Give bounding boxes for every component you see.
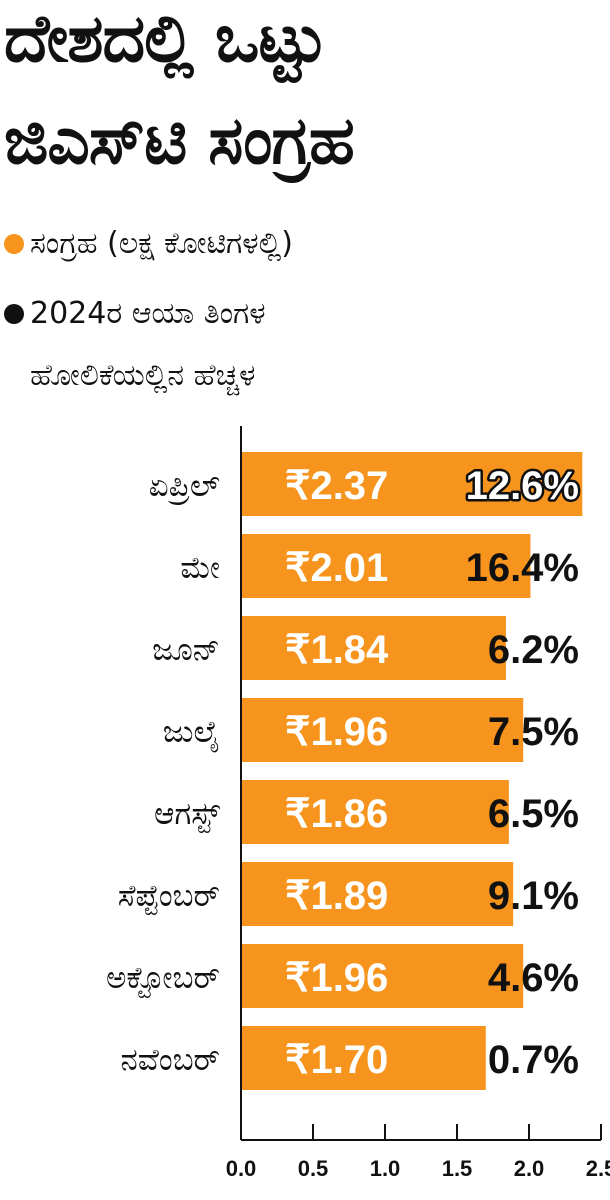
category-label-1: ಮೇ xyxy=(180,550,220,586)
growth-label-1: 16.4% xyxy=(466,546,579,590)
category-label-0: ಏಪ್ರಿಲ್ xyxy=(149,468,221,505)
growth-label-4: 6.5% xyxy=(488,792,579,836)
growth-label-3: 7.5% xyxy=(488,710,579,754)
black-dot-icon xyxy=(4,304,24,324)
value-label-5: ₹1.89 xyxy=(285,874,388,918)
growth-label-5: 9.1% xyxy=(488,874,579,918)
value-label-0: ₹2.37 xyxy=(285,464,388,508)
growth-label-0: 12.6% xyxy=(466,464,579,508)
category-label-7: ನವೆಂಬರ್ xyxy=(120,1042,220,1078)
x-tick-label-4: 2.0 xyxy=(514,1156,545,1181)
category-label-2: ಜೂನ್ xyxy=(152,632,220,668)
value-label-3: ₹1.96 xyxy=(285,710,388,754)
legend-item-collection: ಸಂಗ್ರಹ (ಲಕ್ಷ ಕೋಟಿಗಳಲ್ಲಿ) xyxy=(4,226,293,262)
legend-label-growth-line-2: ಹೋಲಿಕೆಯಲ್ಲಿನ ಹೆಚ್ಚಳ xyxy=(30,358,256,393)
category-label-4: ಆಗಸ್ಟ್ xyxy=(154,796,221,833)
bar-2 xyxy=(241,616,506,680)
x-tick-label-0: 0.0 xyxy=(226,1156,257,1181)
bar-4 xyxy=(241,780,509,844)
legend-item-growth: 2024ರ ಆಯಾ ತಿಂಗಳ xyxy=(4,296,266,332)
category-label-5: ಸೆಪ್ಟೆಂಬರ್ xyxy=(118,878,220,915)
bar-0 xyxy=(241,452,583,516)
bar-6 xyxy=(241,944,524,1008)
value-label-2: ₹1.84 xyxy=(285,628,389,672)
legend-label-growth-line-1: 2024ರ ಆಯಾ ತಿಂಗಳ xyxy=(30,296,266,331)
growth-label-6: 4.6% xyxy=(488,956,579,1000)
orange-dot-icon xyxy=(4,234,24,254)
chart-title-line-2: ಜಿಎಸ್‌ಟಿ ಸಂಗ್ರಹ xyxy=(4,102,355,179)
legend-label-collection: ಸಂಗ್ರಹ (ಲಕ್ಷ ಕೋಟಿಗಳಲ್ಲಿ) xyxy=(30,226,293,261)
bar-3 xyxy=(241,698,524,762)
bar-1 xyxy=(241,534,531,598)
x-tick-label-5: 2.5 xyxy=(586,1156,610,1181)
bar-7 xyxy=(241,1026,486,1090)
category-label-3: ಜುಲೈ xyxy=(163,714,220,752)
x-tick-label-2: 1.0 xyxy=(370,1156,401,1181)
chart-title-line-1: ದೇಶದಲ್ಲಿ ಒಟ್ಟು xyxy=(4,0,327,77)
x-tick-label-3: 1.5 xyxy=(442,1156,473,1181)
bar-5 xyxy=(241,862,514,926)
value-label-4: ₹1.86 xyxy=(285,792,388,836)
value-label-1: ₹2.01 xyxy=(285,546,388,590)
growth-label-2: 6.2% xyxy=(488,628,579,672)
growth-label-7: 0.7% xyxy=(488,1038,579,1082)
category-label-6: ಅಕ್ಟೋಬರ್ xyxy=(106,960,220,998)
value-label-7: ₹1.70 xyxy=(285,1038,388,1082)
value-label-6: ₹1.96 xyxy=(285,956,388,1000)
x-tick-label-1: 0.5 xyxy=(298,1156,329,1181)
